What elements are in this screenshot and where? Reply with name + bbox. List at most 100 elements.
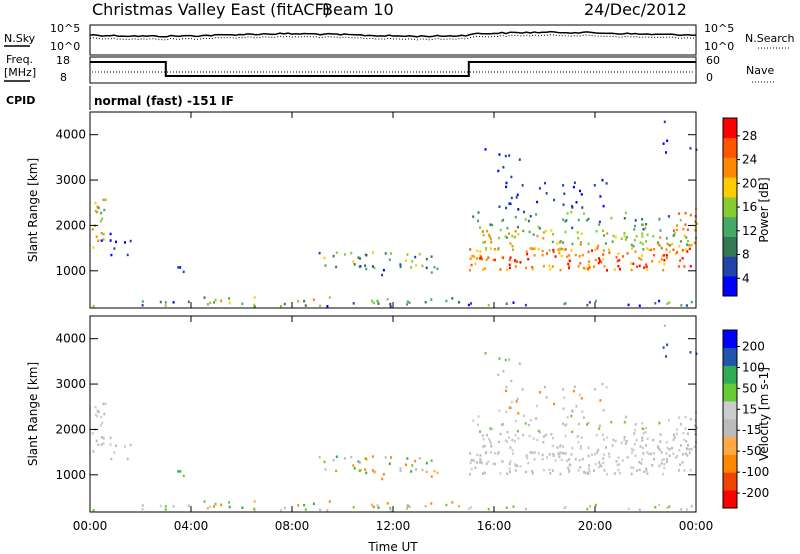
velocity-cell [653,458,655,461]
velocity-cell [694,433,697,436]
power-cell [568,254,571,257]
velocity-data-layer [91,324,698,512]
power-cell [433,265,436,269]
velocity-cell [203,500,206,503]
freq-label-1: Freq. [6,53,33,66]
power-cell [376,299,379,303]
power-cell [164,301,167,304]
velocity-cell [660,450,663,454]
velocity-cell [516,397,519,401]
power-cell [371,265,374,268]
power-cell [102,198,105,202]
velocity-cell [488,437,491,441]
velocity-cell [625,440,628,443]
power-cell [598,223,601,226]
power-cell [297,300,300,303]
power-cell [643,266,646,269]
power-cell [646,247,649,250]
power-cell [541,249,544,253]
velocity-cell [634,428,636,432]
velocity-cell [399,469,402,473]
power-cell [527,257,530,261]
power-cell [690,244,693,247]
velocity-cell [563,396,566,399]
velocity-cell [646,472,649,475]
velocity-cell [418,457,421,460]
power-cell [486,229,489,233]
power-cell [474,262,477,265]
velocity-cell [578,459,581,462]
power-cell [640,258,643,261]
velocity-cell [568,458,571,461]
velocity-cell [421,468,424,472]
velocity-cell [663,324,666,328]
power-cell [562,184,565,187]
velocity-cell [588,505,591,508]
power-cell [498,205,501,208]
velocity-cell [548,468,551,471]
power-cell [430,255,433,258]
velocity-cell [476,461,479,464]
velocity-cell [550,433,553,436]
power-cell [241,302,244,305]
power-cell [514,265,517,268]
velocity-cell [99,423,102,427]
power-cell [560,254,563,258]
power-cell [602,257,605,261]
velocity-cell [514,464,517,468]
velocity-cell [568,463,571,466]
power-cell [514,230,517,233]
velocity-cell [557,452,560,455]
power-cell [558,251,561,255]
power-cell [187,300,190,304]
power-cell [658,260,661,264]
velocity-cell [220,503,223,507]
power-cell [572,185,575,189]
velocity-cell [584,471,587,475]
velocity-cell [544,385,546,389]
velocity-cell [433,469,436,473]
power-cell [538,187,541,190]
power-cell [645,263,648,266]
date-label: 24/Dec/2012 [584,0,687,19]
power-cell [525,266,527,270]
velocity-cell [556,446,559,449]
velocity-cell [678,416,681,419]
velocity-cell [485,462,488,465]
power-cell [352,302,355,305]
velocity-cell [332,458,335,462]
power-cell [635,235,638,238]
power-cell [493,258,496,262]
colorbar-tick-label: 16 [742,200,757,214]
power-cell [480,255,483,259]
power-cell [508,263,511,266]
velocity-cell [109,436,112,440]
power-cell [523,210,525,214]
velocity-cell [548,453,551,456]
velocity-cell [512,505,515,508]
power-cell [526,252,529,256]
velocity-cell [528,434,531,438]
power-cell [172,301,175,304]
power-cell [577,218,580,222]
velocity-cell [683,469,686,472]
power-cell [627,303,630,307]
velocity-cell [676,455,679,458]
power-cell [203,296,206,299]
velocity-cell [468,473,471,476]
power-cell [510,175,513,179]
power-cell [482,268,484,271]
velocity-cell [472,458,475,462]
power-cell [386,298,389,301]
velocity-cell [510,400,513,404]
power-y-axis: 1000 2000 3000 4000 [55,128,696,278]
velocity-cell [615,460,618,463]
velocity-cell [571,430,574,434]
power-cell [665,254,668,257]
power-cell [436,267,439,271]
velocity-cell [678,449,681,452]
velocity-cell [490,445,493,448]
power-cell [514,215,517,219]
power-cell [506,226,509,230]
velocity-cell [517,412,520,415]
